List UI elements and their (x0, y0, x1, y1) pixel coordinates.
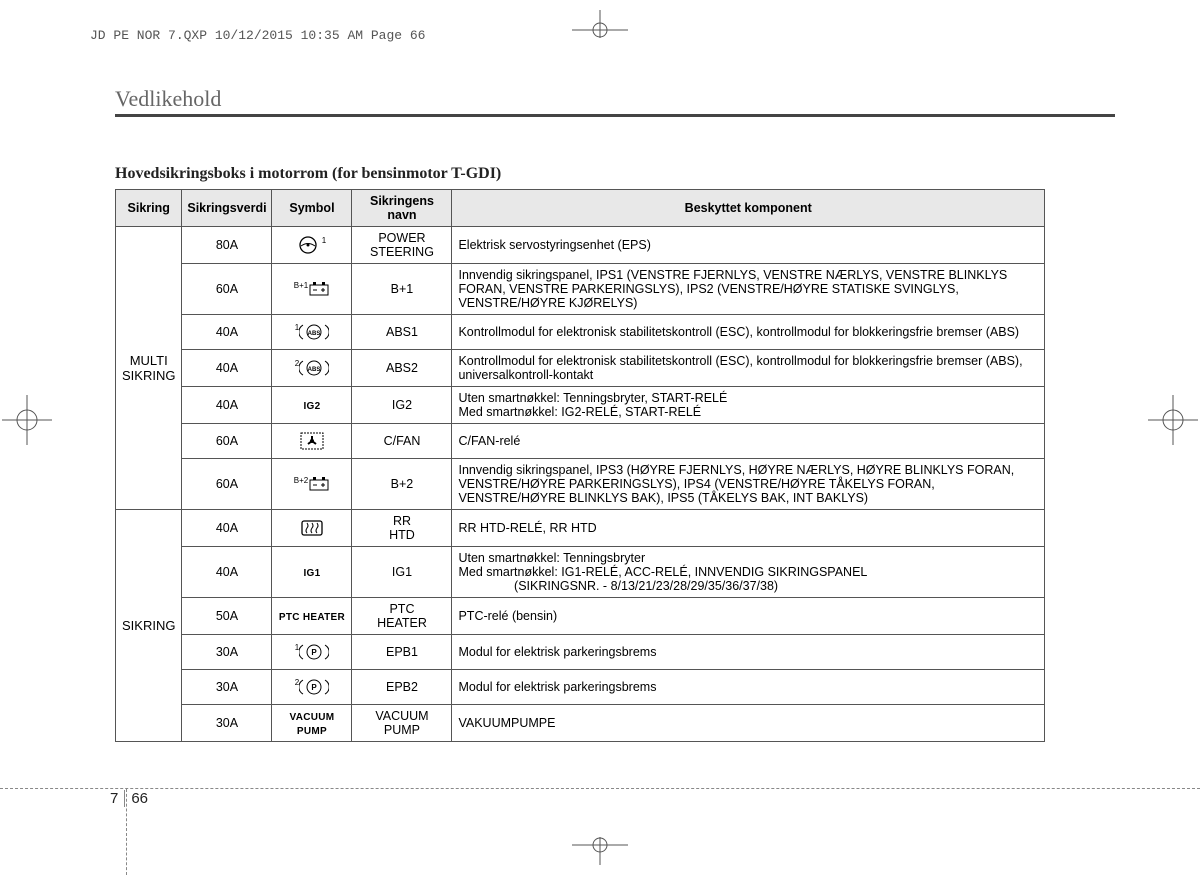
svg-text:ABS: ABS (308, 367, 321, 373)
table-row: 30A1PEPB1Modul for elektrisk parkeringsb… (116, 635, 1045, 670)
svg-text:P: P (312, 683, 318, 692)
table-row: 40AIG1IG1Uten smartnøkkel: Tenningsbryte… (116, 547, 1045, 598)
fold-line-horizontal (0, 788, 1200, 789)
fuse-symbol: IG1 (272, 547, 352, 598)
table-row: 60A C/FANC/FAN-relé (116, 424, 1045, 459)
table-row: 50APTC HEATERPTCHEATERPTC-relé (bensin) (116, 598, 1045, 635)
fuse-value: 40A (182, 315, 272, 350)
fuse-description: VAKUUMPUMPE (452, 705, 1045, 742)
col-header: Symbol (272, 190, 352, 227)
table-row: 30A2PEPB2Modul for elektrisk parkeringsb… (116, 670, 1045, 705)
fuse-name: B+2 (352, 459, 452, 510)
fuse-name: ABS1 (352, 315, 452, 350)
fuse-description: Modul for elektrisk parkeringsbrems (452, 670, 1045, 705)
table-header-row: Sikring Sikringsverdi Symbol Sikringens … (116, 190, 1045, 227)
crop-mark-bottom (572, 837, 628, 865)
table-row: 40AIG2IG2Uten smartnøkkel: Tenningsbryte… (116, 387, 1045, 424)
table-row: 40A1ABSABS1Kontrollmodul for elektronisk… (116, 315, 1045, 350)
fuse-description: RR HTD-RELÉ, RR HTD (452, 510, 1045, 547)
page-no: 66 (131, 790, 148, 807)
fuse-symbol: PTC HEATER (272, 598, 352, 635)
table-title: Hovedsikringsboks i motorrom (for bensin… (115, 165, 1115, 183)
fuse-description: Kontrollmodul for elektronisk stabilitet… (452, 315, 1045, 350)
table-row: 40A2ABSABS2Kontrollmodul for elektronisk… (116, 350, 1045, 387)
crop-mark-left (2, 395, 52, 445)
fuse-value: 40A (182, 510, 272, 547)
fuse-description: Modul for elektrisk parkeringsbrems (452, 635, 1045, 670)
fuse-group-cell: MULTISIKRING (116, 227, 182, 510)
fuse-symbol: 2ABS (272, 350, 352, 387)
fuse-value: 40A (182, 387, 272, 424)
crop-mark-top (572, 10, 628, 38)
fuse-description: C/FAN-relé (452, 424, 1045, 459)
fuse-name: C/FAN (352, 424, 452, 459)
fuse-symbol: B+2 (272, 459, 352, 510)
fuse-name: VACUUMPUMP (352, 705, 452, 742)
fuse-value: 40A (182, 547, 272, 598)
col-header: Sikring (116, 190, 182, 227)
fuse-description: Kontrollmodul for elektronisk stabilitet… (452, 350, 1045, 387)
fuse-value: 60A (182, 424, 272, 459)
fuse-symbol (272, 424, 352, 459)
col-header: Sikringens navn (352, 190, 452, 227)
fuse-value: 60A (182, 459, 272, 510)
print-meta-header: JD PE NOR 7.QXP 10/12/2015 10:35 AM Page… (90, 28, 425, 43)
fuse-name: PTCHEATER (352, 598, 452, 635)
fuse-value: 30A (182, 670, 272, 705)
fuse-name: ABS2 (352, 350, 452, 387)
fuse-name: EPB1 (352, 635, 452, 670)
col-header: Sikringsverdi (182, 190, 272, 227)
table-row: MULTISIKRING80A1POWERSTEERINGElektrisk s… (116, 227, 1045, 264)
fuse-name: B+1 (352, 264, 452, 315)
fuse-symbol: 1ABS (272, 315, 352, 350)
fuse-value: 30A (182, 635, 272, 670)
fuse-value: 60A (182, 264, 272, 315)
table-row: 60AB+1B+1Innvendig sikringspanel, IPS1 (… (116, 264, 1045, 315)
section-title: Vedlikehold (115, 86, 1115, 117)
table-row: SIKRING40ARRHTDRR HTD-RELÉ, RR HTD (116, 510, 1045, 547)
crop-mark-right (1148, 395, 1198, 445)
fuse-symbol: 1 (272, 227, 352, 264)
fuse-description: PTC-relé (bensin) (452, 598, 1045, 635)
fuse-symbol (272, 510, 352, 547)
fuse-description: Elektrisk servostyringsenhet (EPS) (452, 227, 1045, 264)
fuse-value: 80A (182, 227, 272, 264)
chapter-number: 7 (110, 790, 125, 807)
fuse-name: POWERSTEERING (352, 227, 452, 264)
fuse-symbol: 2P (272, 670, 352, 705)
page-number: 7 66 (110, 790, 148, 807)
col-header: Beskyttet komponent (452, 190, 1045, 227)
fuse-table: Sikring Sikringsverdi Symbol Sikringens … (115, 189, 1045, 742)
svg-text:P: P (312, 648, 318, 657)
table-row: 30AVACUUM PUMPVACUUMPUMPVAKUUMPUMPE (116, 705, 1045, 742)
fuse-symbol: IG2 (272, 387, 352, 424)
fuse-name: RRHTD (352, 510, 452, 547)
fuse-value: 40A (182, 350, 272, 387)
fuse-name: IG2 (352, 387, 452, 424)
fuse-name: IG1 (352, 547, 452, 598)
table-row: 60AB+2B+2Innvendig sikringspanel, IPS3 (… (116, 459, 1045, 510)
fuse-description: Innvendig sikringspanel, IPS1 (VENSTRE F… (452, 264, 1045, 315)
fuse-value: 50A (182, 598, 272, 635)
svg-text:ABS: ABS (308, 331, 321, 337)
fuse-description: Uten smartnøkkel: TenningsbryterMed smar… (452, 547, 1045, 598)
fuse-symbol: VACUUM PUMP (272, 705, 352, 742)
fuse-description: Uten smartnøkkel: Tenningsbryter, START-… (452, 387, 1045, 424)
fuse-symbol: B+1 (272, 264, 352, 315)
fuse-group-cell: SIKRING (116, 510, 182, 742)
fuse-description: Innvendig sikringspanel, IPS3 (HØYRE FJE… (452, 459, 1045, 510)
fuse-value: 30A (182, 705, 272, 742)
fuse-name: EPB2 (352, 670, 452, 705)
fuse-symbol: 1P (272, 635, 352, 670)
